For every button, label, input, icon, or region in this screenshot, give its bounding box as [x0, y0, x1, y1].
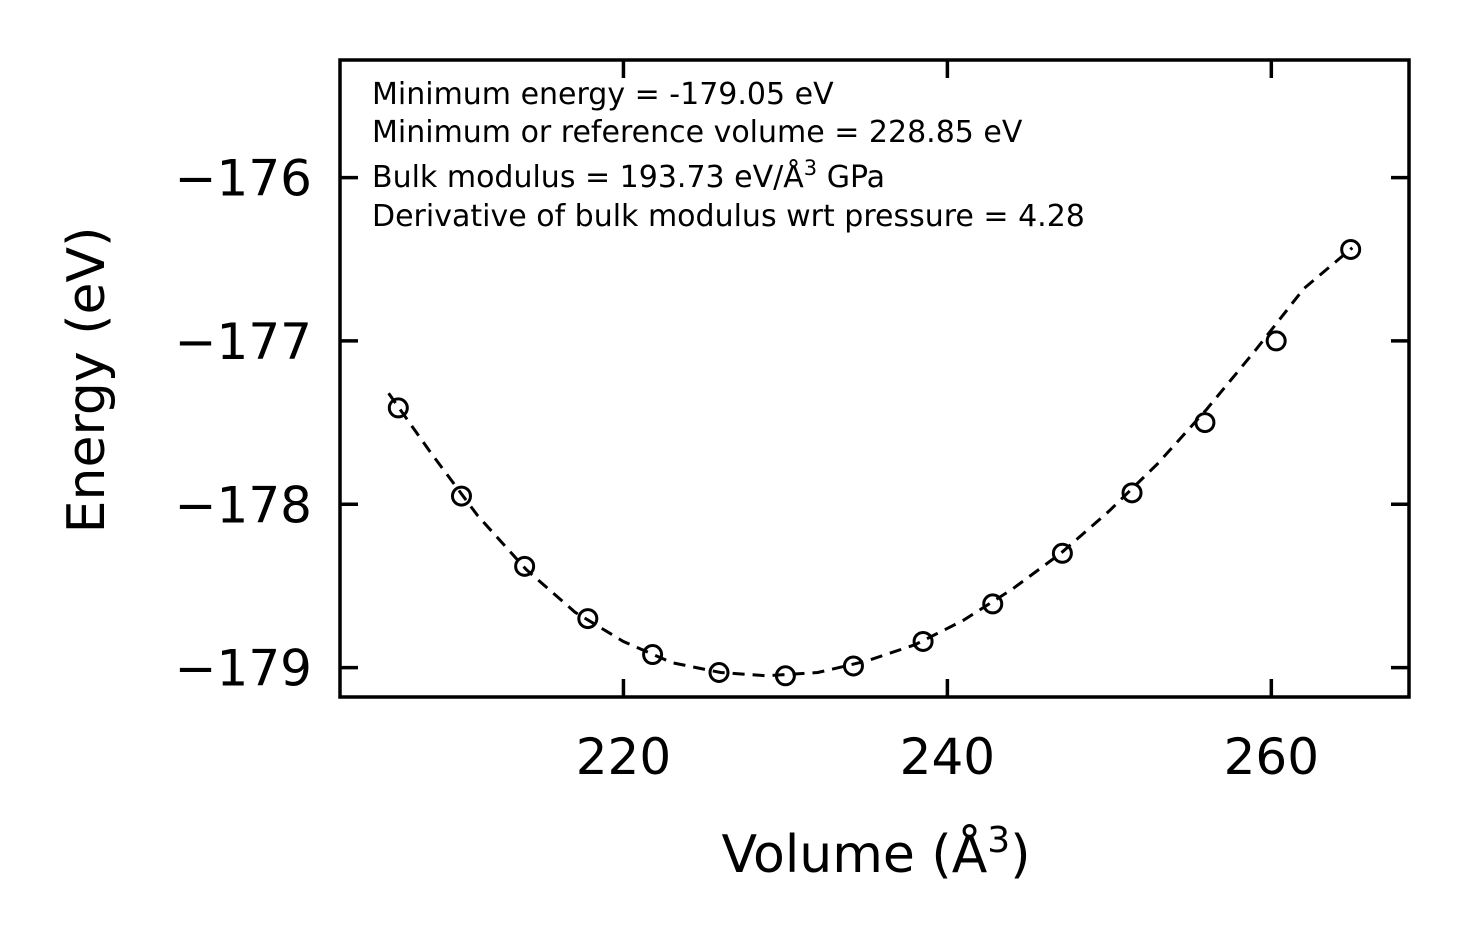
x-tick-labels: 220 240 260 — [576, 728, 1319, 786]
y-tick-label: −176 — [175, 150, 312, 208]
fit-curve — [387, 246, 1354, 678]
y-tick-label: −178 — [175, 476, 312, 534]
annotation-min-volume: Minimum or reference volume = 228.85 eV — [372, 115, 1023, 150]
plot-frame — [338, 58, 1411, 699]
data-point — [842, 655, 864, 677]
data-point — [577, 608, 599, 630]
annotation-bulk-modulus-derivative: Derivative of bulk modulus wrt pressure … — [372, 199, 1085, 234]
axis-ticks — [340, 60, 1409, 697]
data-points — [387, 238, 1362, 687]
x-axis-label: Volume (Å3) — [722, 820, 1031, 885]
y-tick-label: −177 — [175, 313, 312, 371]
data-point — [1194, 412, 1216, 434]
y-axis-label: Energy (eV) — [57, 227, 117, 534]
data-point — [1265, 330, 1287, 352]
x-tick-label: 220 — [576, 728, 671, 786]
y-tick-label: −179 — [175, 640, 312, 698]
annotation-bulk-modulus: Bulk modulus = 193.73 eV/Å3 GPa — [372, 156, 885, 195]
data-point — [1051, 542, 1073, 564]
annotation-box: Minimum energy = -179.05 eV Minimum or r… — [372, 77, 1085, 234]
data-point — [708, 662, 730, 683]
x-tick-label: 260 — [1224, 728, 1319, 786]
data-point — [642, 644, 664, 666]
data-point — [912, 630, 934, 652]
plot-background — [340, 60, 1409, 697]
data-point — [514, 555, 536, 577]
y-tick-labels: −176 −177 −178 −179 — [175, 150, 312, 698]
data-point — [1340, 238, 1362, 260]
x-tick-label: 240 — [900, 728, 995, 786]
data-point — [774, 665, 796, 687]
data-point — [1121, 482, 1143, 504]
data-point — [982, 593, 1004, 615]
data-point — [450, 485, 472, 507]
data-point — [387, 397, 409, 419]
annotation-min-energy: Minimum energy = -179.05 eV — [372, 77, 834, 112]
